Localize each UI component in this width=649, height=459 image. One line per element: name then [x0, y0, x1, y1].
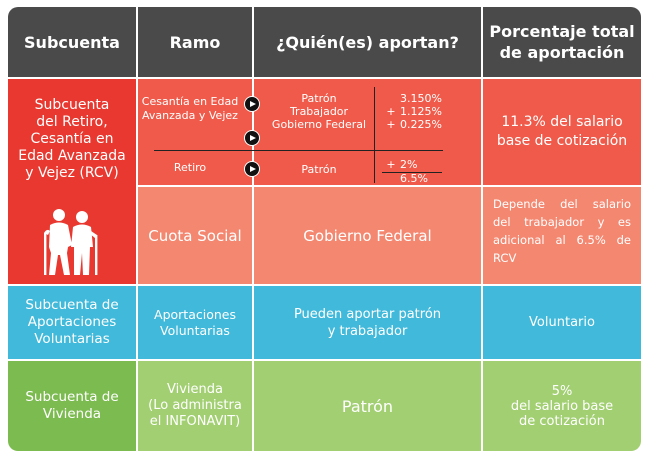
- cuota-total-line: adicional al 6.5% de: [493, 233, 631, 247]
- voluntarias-subcuenta-line: Aportaciones: [27, 314, 117, 330]
- voluntarias-subcuenta-line: Voluntarias: [34, 331, 110, 347]
- vivienda-subcuenta-line: Vivienda: [42, 406, 102, 422]
- vivienda-ramo: Vivienda (Lo administra el INFONAVIT): [138, 361, 252, 451]
- header-quienes: ¿Quién(es) aportan?: [254, 7, 481, 77]
- plus-sign: +: [386, 118, 396, 131]
- cuota-aportan: Gobierno Federal: [254, 187, 481, 284]
- cuota-total-line: RCV: [493, 251, 517, 265]
- arrow-cesantia-icon: [244, 96, 260, 112]
- sum-line: [382, 172, 442, 173]
- header-ramo-label: Ramo: [169, 32, 221, 52]
- rcv-subcuenta-line: Edad Avanzada: [18, 148, 126, 164]
- ramo-retiro: Retiro: [173, 161, 207, 174]
- header-quienes-label: ¿Quién(es) aportan?: [276, 32, 459, 52]
- vivienda-subcuenta: Subcuenta de Vivienda: [8, 361, 136, 451]
- rcv-subcuenta-line: Subcuenta: [34, 97, 110, 113]
- subcuenta-rcv: Subcuenta del Retiro, Cesantía en Edad A…: [8, 79, 136, 284]
- aportaciones-table: Subcuenta Ramo ¿Quién(es) aportan? Porce…: [8, 7, 641, 451]
- cuota-ramo: Cuota Social: [138, 187, 252, 284]
- vivienda-ramo-line: (Lo administra: [148, 398, 242, 413]
- voluntarias-subcuenta-line: Subcuenta de: [25, 297, 119, 313]
- voluntarias-aporta-line: y trabajador: [327, 323, 408, 339]
- voluntarias-ramo-line: Aportaciones: [154, 306, 236, 322]
- rcv-subcuenta-line: y Vejez (RCV): [25, 165, 119, 181]
- arrow-retiro-icon: [244, 161, 260, 177]
- rcv-aportan: Patrón Trabajador Gobierno Federal Patró…: [254, 79, 481, 185]
- aporta-retiro-patron: Patrón: [301, 163, 337, 176]
- vivienda-total-line: 5%: [551, 383, 573, 399]
- voluntarias-ramo: Aportaciones Voluntarias: [138, 286, 252, 359]
- aporta-patron: Patrón: [301, 92, 337, 105]
- voluntarias-aporta-line: Pueden aportar patrón: [293, 306, 442, 322]
- cuota-total: Depende del salario del trabajador y es …: [483, 187, 641, 284]
- vivienda-subcuenta-line: Subcuenta de: [25, 389, 119, 405]
- vivienda-ramo-line: Vivienda: [167, 382, 223, 397]
- elderly-couple-icon: [44, 209, 98, 275]
- header-porcentaje-line1: Porcentaje total: [489, 22, 635, 41]
- voluntarias-subcuenta: Subcuenta de Aportaciones Voluntarias: [8, 286, 136, 359]
- rcv-total: 11.3% del salario base de cotización: [483, 79, 641, 185]
- header-porcentaje-line2: de aportación: [499, 43, 625, 62]
- header-subcuenta-label: Subcuenta: [24, 32, 120, 52]
- vivienda-total-line: del salario base: [510, 398, 614, 414]
- ramo-cesantia-line2: Avanzada y Vejez: [142, 109, 238, 122]
- vivienda-aportan: Patrón: [254, 361, 481, 451]
- rcv-subcuenta-line: Cesantía en: [30, 131, 114, 147]
- rcv-total-line2: base de cotización: [496, 133, 628, 149]
- cuota-total-line: Depende del salario: [493, 197, 631, 211]
- cuota-aporta-label: Gobierno Federal: [303, 226, 432, 245]
- ramo-cesantia-line1: Cesantía en Edad: [141, 95, 239, 108]
- voluntarias-total: Voluntario: [483, 286, 641, 359]
- pct-trabajador: 1.125%: [400, 105, 442, 118]
- pct-divider: [374, 87, 375, 183]
- aporta-trabajador: Trabajador: [289, 105, 349, 118]
- arrow-gobierno-icon: [244, 130, 260, 146]
- pct-retiro: 2%: [400, 158, 418, 171]
- cuota-ramo-label: Cuota Social: [148, 226, 242, 245]
- header-ramo: Ramo: [138, 7, 252, 77]
- pct-gobierno: 0.225%: [400, 118, 442, 131]
- plus-sign: +: [386, 158, 396, 171]
- voluntarias-aportan: Pueden aportar patrón y trabajador: [254, 286, 481, 359]
- vivienda-total: 5% del salario base de cotización: [483, 361, 641, 451]
- pct-retiro-total: 6.5%: [400, 172, 428, 185]
- vivienda-aporta-label: Patrón: [341, 396, 394, 416]
- header-porcentaje: Porcentaje total de aportación: [483, 7, 641, 77]
- rcv-subcuenta-line: del Retiro,: [36, 114, 108, 130]
- vivienda-total-line: de cotización: [519, 413, 605, 429]
- rcv-total-line1: 11.3% del salario: [501, 114, 623, 130]
- voluntarias-total-label: Voluntario: [529, 315, 595, 330]
- plus-sign: +: [386, 105, 396, 118]
- vivienda-ramo-line: el INFONAVIT): [149, 414, 241, 429]
- rcv-ramo: Cesantía en Edad Avanzada y Vejez Retiro: [138, 79, 252, 185]
- pct-patron: 3.150%: [400, 92, 442, 105]
- voluntarias-ramo-line: Voluntarias: [160, 322, 230, 338]
- header-subcuenta: Subcuenta: [8, 7, 136, 77]
- cuota-total-line: del trabajador y es: [493, 215, 631, 229]
- aporta-gobierno: Gobierno Federal: [271, 118, 367, 131]
- cesantia-retiro-divider: [154, 150, 443, 151]
